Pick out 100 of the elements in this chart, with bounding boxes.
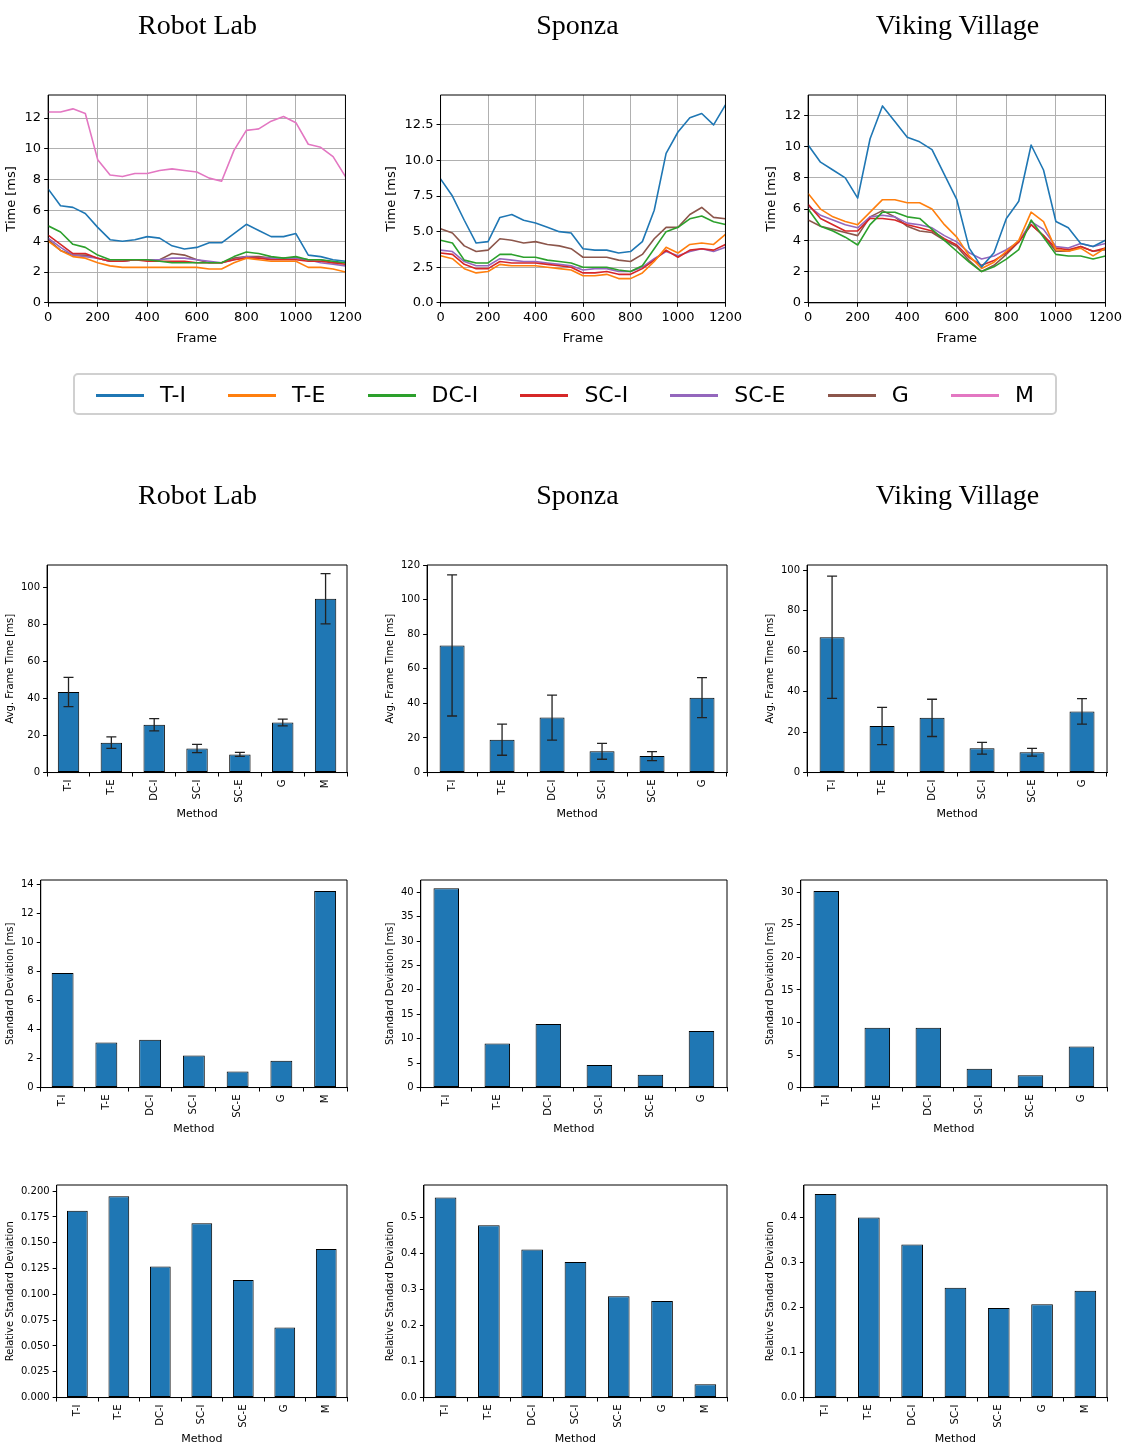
x-tick-label: 400 <box>894 308 920 324</box>
x-tick-label: T-I <box>70 1404 82 1418</box>
y-tick-label: 0.0 <box>781 1391 797 1403</box>
x-tick-label: SC-I <box>569 1404 581 1425</box>
y-tick-label: 12 <box>24 109 42 125</box>
x-tick-label: G <box>278 1404 290 1413</box>
x-axis-title: Frame <box>176 329 218 345</box>
x-tick-label: T-E <box>495 779 507 796</box>
x-tick-label: G <box>276 779 288 788</box>
x-tick-label: T-I <box>439 1404 451 1418</box>
x-tick-label: SC-E <box>992 1404 1004 1428</box>
legend-label: M <box>1014 381 1034 407</box>
x-tick-label: 200 <box>475 308 501 324</box>
x-tick-label: G <box>695 779 707 788</box>
y-tick-label: 6 <box>27 994 34 1006</box>
y-tick-label: 10 <box>24 140 42 156</box>
x-axis-title: Method <box>181 1432 223 1446</box>
y-tick-label: 25 <box>400 959 414 971</box>
chart-title: Sponza <box>535 479 620 511</box>
x-tick-label: 600 <box>570 308 596 324</box>
y-axis-title: Time [ms] <box>383 166 399 233</box>
legend-label: T-I <box>160 381 186 407</box>
y-axis-title: Relative Standard Deviation <box>383 1221 395 1362</box>
chart-title: Robot Lab <box>137 479 258 511</box>
x-tick-label: T-E <box>862 1404 874 1421</box>
y-tick-label: 6 <box>32 201 42 217</box>
y-tick-label: 5 <box>787 1048 794 1060</box>
y-tick-label: 0.000 <box>20 1391 50 1403</box>
y-tick-label: 35 <box>400 910 414 922</box>
x-tick-label: 200 <box>845 308 871 324</box>
x-tick-label: 0 <box>436 308 445 324</box>
x-tick-label: DC-I <box>525 1404 537 1426</box>
y-axis-title: Standard Deviation [ms] <box>3 922 15 1045</box>
x-tick-label: 400 <box>523 308 548 324</box>
x-axis-title: Method <box>933 1122 975 1136</box>
y-tick-label: 60 <box>787 644 801 656</box>
y-tick-label: 0.125 <box>20 1262 50 1274</box>
y-tick-label: 0 <box>792 294 802 310</box>
y-tick-label: 10 <box>400 1032 414 1044</box>
y-tick-label: 6 <box>792 200 802 216</box>
y-tick-label: 10 <box>20 936 34 947</box>
y-tick-label: 7.5 <box>412 187 434 203</box>
y-tick-label: 60 <box>27 654 41 666</box>
x-tick-label: DC-I <box>541 1094 553 1116</box>
x-tick-label: G <box>274 1094 286 1103</box>
x-tick-label: SC-I <box>949 1404 961 1425</box>
y-tick-label: 0.4 <box>781 1211 797 1223</box>
y-tick-label: 0.5 <box>401 1211 417 1223</box>
y-axis-title: Avg. Frame Time [ms] <box>763 613 775 724</box>
y-tick-label: 40 <box>400 885 414 897</box>
x-tick-label: T-I <box>439 1094 451 1108</box>
y-tick-label: 10.0 <box>404 151 434 167</box>
x-tick-label: SC-E <box>612 1404 624 1428</box>
y-tick-label: 80 <box>787 604 801 616</box>
y-tick-label: 100 <box>400 593 421 605</box>
x-tick-label: T-I <box>56 1094 68 1108</box>
x-axis-title: Method <box>176 807 218 821</box>
y-tick-label: 0 <box>407 1081 414 1093</box>
x-tick-label: SC-I <box>187 1094 199 1115</box>
y-axis-title: Time [ms] <box>3 166 19 233</box>
y-tick-label: 0.075 <box>20 1313 50 1325</box>
x-tick-label: SC-I <box>972 1094 984 1115</box>
y-tick-label: 0 <box>787 1081 794 1093</box>
chart-title: Robot Lab <box>137 9 258 41</box>
x-tick-label: SC-E <box>645 779 657 803</box>
y-tick-label: 0.1 <box>781 1346 797 1358</box>
x-tick-label: 800 <box>618 308 643 324</box>
y-tick-label: 0.050 <box>20 1339 50 1351</box>
x-tick-label: G <box>1075 779 1087 788</box>
y-tick-label: 0.0 <box>412 294 434 310</box>
y-tick-label: 40 <box>787 685 801 697</box>
x-tick-label: T-E <box>104 779 116 796</box>
y-tick-label: 0.175 <box>20 1210 50 1222</box>
x-tick-label: T-E <box>482 1404 494 1421</box>
y-tick-label: 4 <box>32 232 42 248</box>
y-tick-label: 5 <box>407 1056 414 1068</box>
y-tick-label: 40 <box>407 696 421 708</box>
x-tick-label: T-I <box>62 779 74 793</box>
x-tick-label: DC-I <box>925 779 937 801</box>
legend-label: SC-I <box>584 381 629 407</box>
y-tick-label: 20 <box>780 951 794 963</box>
y-tick-label: 80 <box>27 617 41 629</box>
y-tick-label: 0 <box>33 766 41 778</box>
y-tick-label: 60 <box>407 662 421 674</box>
y-tick-label: 2 <box>27 1052 34 1064</box>
y-tick-label: 12 <box>20 906 34 918</box>
y-tick-label: 4 <box>792 231 802 247</box>
y-tick-label: 14 <box>20 877 34 889</box>
x-tick-label: SC-E <box>1025 779 1037 803</box>
y-tick-label: 12.5 <box>404 116 434 132</box>
y-tick-label: 30 <box>780 885 794 897</box>
legend-label: DC-I <box>431 381 479 407</box>
y-tick-label: 10 <box>784 137 802 153</box>
y-axis-title: Standard Deviation [ms] <box>763 922 775 1045</box>
x-tick-label: DC-I <box>153 1404 165 1426</box>
y-axis-title: Avg. Frame Time [ms] <box>3 613 15 724</box>
y-tick-label: 0 <box>793 766 801 778</box>
x-axis-title: Method <box>556 807 598 821</box>
x-tick-label: 0 <box>804 308 813 324</box>
x-tick-label: DC-I <box>921 1094 933 1116</box>
